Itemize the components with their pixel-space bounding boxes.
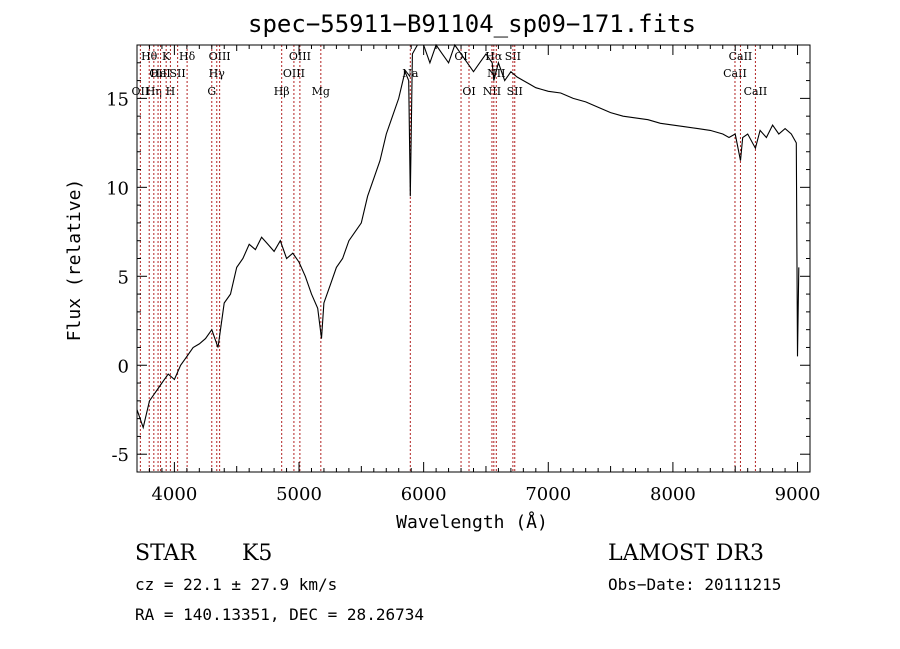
x-tick-label: 9000 — [775, 484, 821, 505]
line-marker-label: SII — [505, 50, 521, 63]
x-axis: 4000 5000 6000 7000 8000 9000 — [148, 45, 821, 505]
y-tick-label: -5 — [111, 445, 129, 466]
line-marker-label: Hη — [146, 85, 162, 98]
y-tick-label: 0 — [118, 356, 129, 377]
survey-name: LAMOST DR3 — [608, 541, 764, 566]
line-marker-label: G — [207, 85, 216, 98]
x-tick-label: 6000 — [401, 484, 447, 505]
line-marker-label: HeI — [150, 67, 170, 80]
line-marker-label: OI — [462, 85, 475, 98]
spectrum-line — [136, 43, 800, 430]
x-tick-label: 8000 — [650, 484, 696, 505]
line-marker-label: OIII — [209, 50, 231, 63]
line-marker-label: OI — [454, 50, 467, 63]
line-markers: OIIHθHηOIIHeIKHSIIHδGHγOIIIHβOIIIOIIIMgN… — [132, 45, 768, 472]
coordinates: RA = 140.13351, DEC = 28.26734 — [135, 605, 424, 624]
y-axis-label: Flux (relative) — [64, 179, 85, 342]
y-tick-label: 5 — [118, 267, 129, 288]
y-tick-label: 15 — [106, 89, 129, 110]
observation-date: Obs−Date: 20111215 — [608, 575, 781, 594]
line-marker-label: Na — [402, 67, 419, 80]
plot-frame — [136, 44, 811, 473]
line-marker-label: OII — [132, 85, 150, 98]
line-marker-label: CaII — [723, 67, 747, 80]
line-marker-label: CaII — [729, 50, 753, 63]
line-marker-label: OIII — [283, 67, 305, 80]
y-axis: -5 0 5 10 15 — [106, 44, 810, 473]
line-marker-label: SII — [170, 67, 186, 80]
line-marker-label: CaII — [744, 85, 768, 98]
chart-title: spec−55911−B91104_sp09−171.fits — [248, 10, 696, 38]
line-marker-label: OII — [149, 67, 167, 80]
line-marker-label: SII — [507, 85, 523, 98]
line-marker-label: Hδ — [179, 50, 196, 63]
line-marker-label: Hθ — [141, 50, 158, 63]
line-marker-label: Hβ — [274, 85, 290, 98]
object-subclass: K5 — [242, 541, 272, 566]
line-marker-label: OIII — [289, 50, 311, 63]
line-marker-label: Hγ — [209, 67, 226, 80]
object-class: STAR — [135, 541, 197, 566]
x-tick-label: 5000 — [276, 484, 322, 505]
line-marker-label: NII — [483, 85, 501, 98]
x-axis-label: Wavelength (Å) — [396, 511, 548, 533]
y-tick-label: 10 — [106, 178, 129, 199]
line-marker-label: Mg — [312, 85, 330, 98]
redshift-velocity: cz = 22.1 ± 27.9 km/s — [135, 575, 337, 594]
line-marker-label: H — [166, 85, 176, 98]
x-tick-label: 7000 — [525, 484, 571, 505]
line-marker-label: K — [162, 50, 171, 63]
x-tick-label: 4000 — [151, 484, 197, 505]
